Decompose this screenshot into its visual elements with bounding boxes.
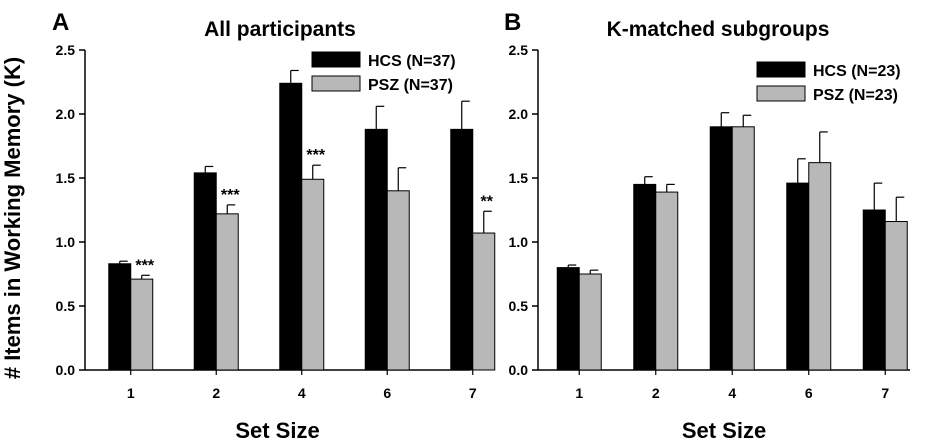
- y-tick-label: 1.0: [509, 234, 529, 250]
- significance-marker: ***: [306, 147, 325, 164]
- x-tick-label: 1: [127, 385, 135, 401]
- x-tick-label: 4: [728, 385, 736, 401]
- y-tick-label: 2.0: [56, 106, 76, 122]
- y-tick-label: 0.5: [56, 298, 76, 314]
- legend-swatch: [311, 51, 361, 68]
- panel-letter: B: [504, 9, 521, 36]
- bar-hcs: [556, 267, 580, 371]
- x-tick-label: 7: [881, 385, 889, 401]
- significance-marker: ***: [135, 257, 154, 274]
- y-tick-label: 0.0: [509, 362, 529, 378]
- bar-hcs: [786, 182, 810, 371]
- legend-label: HCS (N=23): [813, 63, 901, 80]
- x-tick-label: 1: [575, 385, 583, 401]
- bar-hcs: [862, 209, 886, 371]
- bar-hcs: [633, 183, 657, 371]
- legend-label: PSZ (N=37): [368, 77, 453, 94]
- bar-hcs: [193, 172, 217, 371]
- y-axis-label: # Items in Working Memory (K): [0, 57, 25, 379]
- bar-psz: [472, 232, 496, 371]
- x-tick-label: 6: [805, 385, 813, 401]
- legend-label: PSZ (N=23): [813, 87, 898, 104]
- bar-psz: [884, 221, 908, 371]
- y-tick-label: 1.5: [56, 170, 76, 186]
- x-tick-label: 7: [469, 385, 477, 401]
- bar-hcs: [364, 128, 388, 371]
- bar-psz: [301, 178, 325, 371]
- y-tick-label: 2.0: [509, 106, 529, 122]
- y-tick-label: 0.0: [56, 362, 76, 378]
- chart-title: K-matched subgroups: [607, 18, 830, 41]
- legend-label: HCS (N=37): [368, 53, 456, 70]
- panel-b: B K-matched subgroups 0.0 0.5 1.0 1.5 2.0 2.5 1 2…: [504, 9, 910, 443]
- legend-swatch: [311, 75, 361, 92]
- chart-title: All participants: [204, 18, 356, 41]
- x-tick-label: 2: [652, 385, 660, 401]
- x-axis-label: Set Size: [682, 418, 766, 443]
- legend-swatch: [756, 85, 806, 102]
- x-tick-label: 6: [383, 385, 391, 401]
- bar-psz: [655, 191, 679, 371]
- y-tick-label: 2.5: [56, 42, 76, 58]
- bar-psz: [130, 278, 154, 371]
- bar-psz: [215, 213, 239, 371]
- x-tick-label: 2: [212, 385, 220, 401]
- bar-hcs: [108, 263, 132, 371]
- bar-psz: [808, 162, 832, 371]
- bar-psz: [578, 273, 602, 371]
- x-tick-label: 4: [298, 385, 306, 401]
- y-tick-label: 0.5: [509, 298, 529, 314]
- y-tick-label: 2.5: [509, 42, 529, 58]
- bar-hcs: [709, 126, 733, 371]
- bar-psz: [731, 126, 755, 371]
- panel-letter: A: [52, 9, 69, 36]
- panel-a: A All participants 0.0 0.5 1.0 1.5 2.0 2.5 1 *** 2…: [52, 9, 496, 443]
- y-tick-label: 1.5: [509, 170, 529, 186]
- significance-marker: **: [481, 193, 494, 210]
- bar-hcs: [279, 82, 303, 371]
- legend-swatch: [756, 61, 806, 78]
- x-axis-label: Set Size: [235, 418, 319, 443]
- significance-marker: ***: [221, 187, 240, 204]
- y-tick-label: 1.0: [56, 234, 76, 250]
- bar-hcs: [450, 128, 474, 371]
- bar-psz: [386, 190, 410, 371]
